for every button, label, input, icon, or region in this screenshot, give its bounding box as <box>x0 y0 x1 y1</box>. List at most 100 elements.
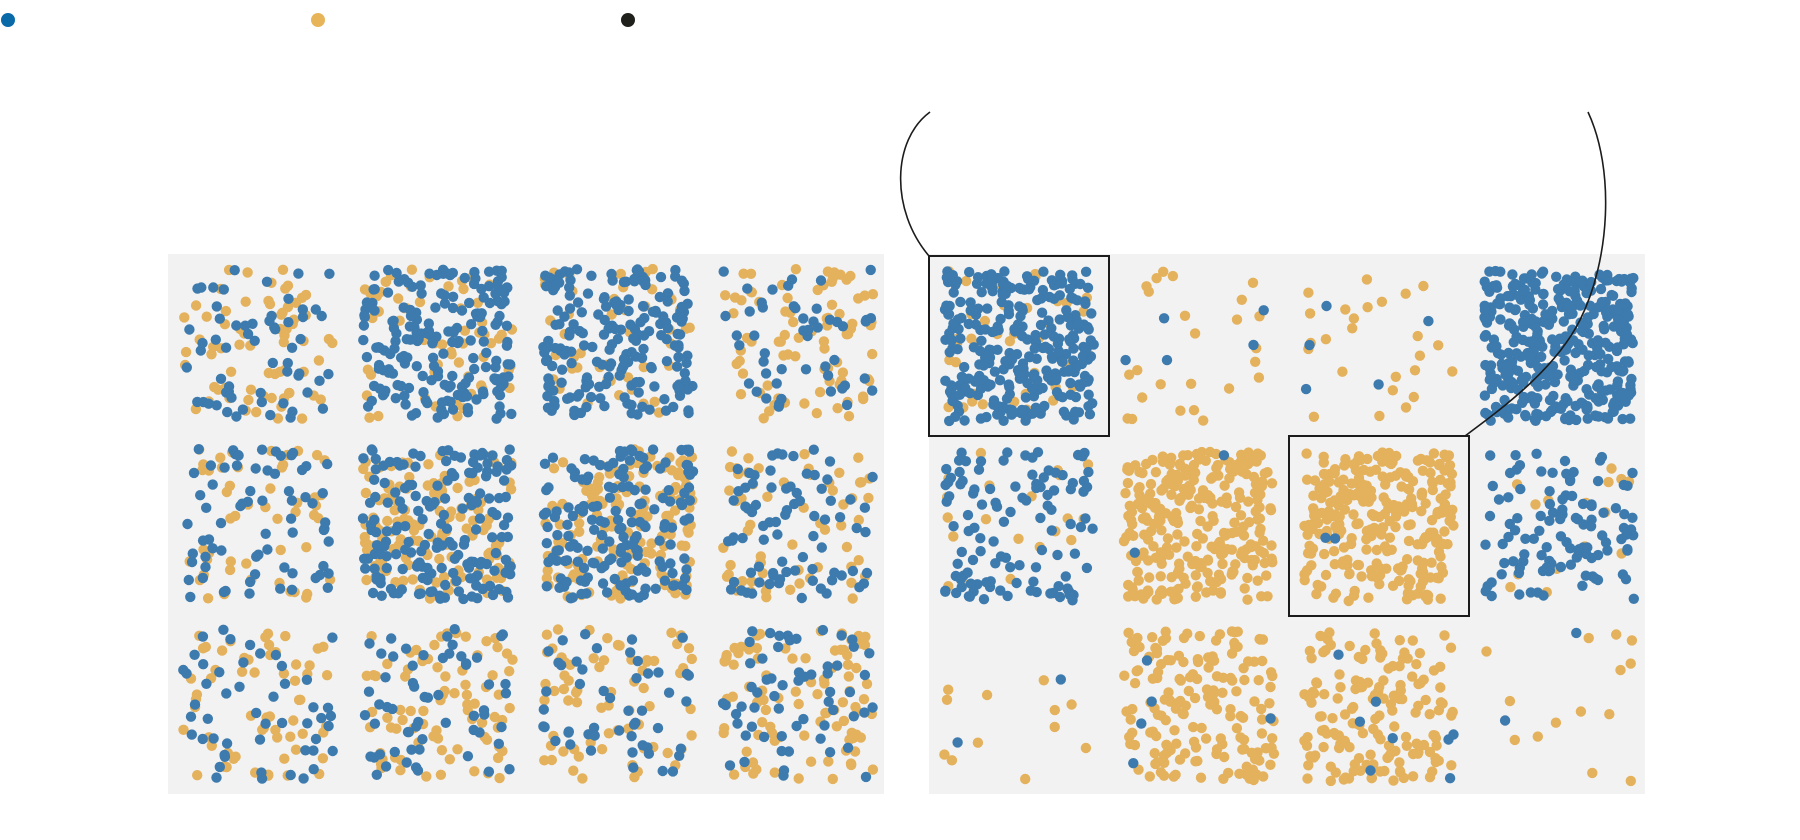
yellow-point <box>842 650 853 661</box>
yellow-point <box>596 744 608 755</box>
yellow-point <box>1234 768 1245 779</box>
yellow-point <box>1400 402 1412 413</box>
blue-point <box>980 352 991 363</box>
blue-point <box>640 279 651 291</box>
blue-point <box>1072 295 1083 306</box>
blue-point <box>1000 552 1012 563</box>
blue-point <box>197 572 209 584</box>
blue-point <box>1365 765 1376 776</box>
yellow-point <box>682 524 693 536</box>
blue-point <box>734 340 745 351</box>
blue-point <box>1578 326 1589 338</box>
yellow-point <box>1267 733 1278 744</box>
left-panel-cell-2-0 <box>178 624 338 784</box>
yellow-point <box>1304 308 1316 319</box>
yellow-point <box>1604 709 1615 720</box>
yellow-point <box>1370 713 1381 725</box>
blue-point <box>244 576 256 588</box>
yellow-point <box>1383 447 1395 459</box>
blue-point <box>640 583 651 594</box>
yellow-point <box>1145 478 1157 490</box>
yellow-point <box>311 449 323 461</box>
blue-point <box>582 572 593 583</box>
blue-point <box>376 648 387 659</box>
blue-point <box>412 765 424 776</box>
yellow-point <box>1400 731 1412 743</box>
yellow-point <box>1013 533 1024 544</box>
blue-point <box>197 535 209 546</box>
yellow-point <box>1312 517 1324 529</box>
yellow-point <box>1216 496 1227 507</box>
right-panel-highlight-box-0-0 <box>928 255 1110 437</box>
blue-point <box>543 646 554 657</box>
blue-point <box>773 703 784 714</box>
blue-point <box>952 558 963 569</box>
blue-point <box>564 282 575 293</box>
blue-point <box>1487 480 1499 492</box>
blue-point <box>316 712 327 724</box>
yellow-point <box>418 705 429 717</box>
blue-point <box>325 710 337 722</box>
yellow-point <box>1122 464 1133 475</box>
yellow-point <box>1264 698 1275 709</box>
yellow-point <box>1210 448 1222 460</box>
blue-point <box>503 371 514 382</box>
yellow-point <box>300 289 312 301</box>
blue-point <box>1258 305 1269 316</box>
yellow-point <box>1439 526 1450 537</box>
blue-point <box>612 333 624 345</box>
blue-point <box>743 378 755 389</box>
yellow-point <box>434 553 445 565</box>
yellow-point <box>1369 628 1380 639</box>
left-panel-cell-2-1 <box>359 624 518 784</box>
blue-point <box>798 713 809 725</box>
blue-point <box>189 699 201 710</box>
blue-point <box>776 364 787 375</box>
left-panel-cell-1-3 <box>718 444 878 604</box>
yellow-point <box>481 636 492 647</box>
blue-point <box>1588 308 1599 320</box>
blue-point <box>465 573 476 584</box>
blue-point <box>323 720 334 732</box>
yellow-point <box>1241 761 1252 772</box>
blue-point <box>415 280 426 291</box>
yellow-point <box>1239 674 1250 686</box>
blue-point <box>358 320 370 331</box>
blue-point <box>994 375 1006 386</box>
yellow-point <box>206 349 217 360</box>
yellow-point <box>552 624 564 635</box>
yellow-point <box>1202 567 1213 579</box>
yellow-point <box>1301 474 1313 485</box>
blue-point <box>237 404 249 415</box>
blue-point <box>234 681 245 692</box>
yellow-point <box>1244 517 1255 528</box>
blue-point <box>283 486 295 497</box>
legend <box>1 13 635 27</box>
yellow-point <box>829 267 840 278</box>
yellow-point <box>317 753 329 764</box>
blue-point <box>638 452 649 463</box>
yellow-point <box>1407 635 1419 646</box>
yellow-point <box>1303 760 1314 771</box>
blue-point <box>484 297 496 309</box>
yellow-point <box>1375 645 1386 656</box>
yellow-point <box>293 694 305 706</box>
yellow-point <box>1431 572 1442 583</box>
blue-point <box>789 565 801 576</box>
yellow-point <box>1182 551 1194 562</box>
blue-point <box>621 552 632 563</box>
right-panel <box>939 265 1640 787</box>
blue-point <box>1536 351 1547 362</box>
right-panel-cell-2-3 <box>1481 627 1638 787</box>
blue-point <box>1055 674 1067 685</box>
blue-point <box>478 388 489 400</box>
blue-point <box>766 482 777 493</box>
yellow-point <box>1243 496 1254 507</box>
blue-point <box>559 311 570 322</box>
blue-point <box>183 574 194 586</box>
blue-point <box>298 773 309 784</box>
yellow-point <box>251 406 262 418</box>
blue-point <box>255 648 266 659</box>
yellow-point <box>592 483 604 495</box>
yellow-point <box>1302 732 1313 743</box>
